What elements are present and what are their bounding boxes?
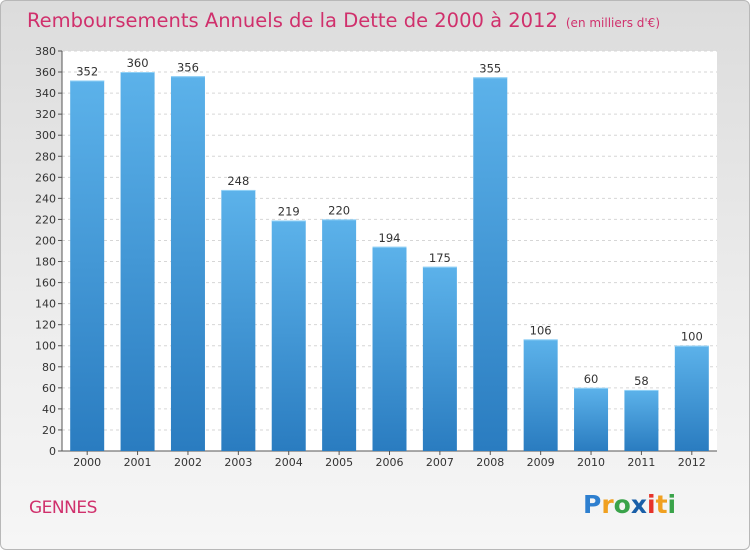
unit-label: (en milliers d'€) xyxy=(565,16,660,30)
bar xyxy=(271,220,306,451)
logo-letter: x xyxy=(630,490,647,519)
y-tick-label: 320 xyxy=(35,108,56,121)
y-tick-label: 120 xyxy=(35,319,56,332)
y-tick-label: 220 xyxy=(35,213,56,226)
y-tick-label: 160 xyxy=(35,277,56,290)
x-tick-label: 2003 xyxy=(224,456,252,469)
commune-name: GENNES xyxy=(29,498,97,518)
y-tick-label: 360 xyxy=(35,66,56,79)
bar xyxy=(574,387,609,451)
logo-letter: t xyxy=(655,490,668,519)
y-tick-label: 300 xyxy=(35,129,56,142)
data-label: 355 xyxy=(479,61,501,75)
y-tick-label: 100 xyxy=(35,340,56,353)
y-tick-label: 20 xyxy=(42,424,56,437)
proxiti-logo: Proxiti xyxy=(583,490,676,519)
x-tick-label: 2002 xyxy=(174,456,202,469)
title-text: Remboursements Annuels de la Dette de 20… xyxy=(27,9,558,32)
y-tick-label: 380 xyxy=(35,45,56,58)
bar xyxy=(473,77,508,451)
chart-title: Remboursements Annuels de la Dette de 20… xyxy=(27,9,660,32)
data-label: 360 xyxy=(127,56,149,70)
bar xyxy=(120,72,155,451)
bar xyxy=(70,80,105,451)
logo-letter: r xyxy=(601,490,614,519)
x-tick-label: 2004 xyxy=(275,456,303,469)
bar xyxy=(674,345,709,451)
y-tick-label: 340 xyxy=(35,87,56,100)
y-tick-label: 60 xyxy=(42,382,56,395)
y-tick-label: 260 xyxy=(35,171,56,184)
logo-letter: o xyxy=(613,490,631,519)
logo-letter: i xyxy=(647,490,656,519)
x-tick-label: 2001 xyxy=(124,456,152,469)
bar xyxy=(221,189,256,451)
y-tick-label: 0 xyxy=(49,445,56,458)
data-label: 194 xyxy=(379,231,401,245)
x-tick-label: 2012 xyxy=(678,456,706,469)
x-tick-label: 2011 xyxy=(627,456,655,469)
bar xyxy=(523,339,558,451)
x-tick-label: 2000 xyxy=(73,456,101,469)
data-label: 100 xyxy=(681,330,703,344)
data-label: 58 xyxy=(634,374,649,388)
x-tick-label: 2005 xyxy=(325,456,353,469)
x-tick-label: 2009 xyxy=(527,456,555,469)
bar xyxy=(322,219,357,451)
data-label: 248 xyxy=(227,174,249,188)
bar xyxy=(422,266,457,451)
data-label: 106 xyxy=(530,323,552,337)
y-tick-label: 180 xyxy=(35,256,56,269)
x-tick-label: 2008 xyxy=(476,456,504,469)
bar xyxy=(624,389,659,451)
y-tick-label: 200 xyxy=(35,234,56,247)
y-tick-label: 40 xyxy=(42,403,56,416)
data-label: 175 xyxy=(429,251,451,265)
data-label: 352 xyxy=(76,64,98,78)
logo-letter: i xyxy=(667,490,677,519)
x-tick-label: 2006 xyxy=(376,456,404,469)
bar xyxy=(372,246,407,451)
bar xyxy=(170,76,205,452)
y-tick-label: 240 xyxy=(35,192,56,205)
y-tick-label: 280 xyxy=(35,150,56,163)
y-tick-label: 140 xyxy=(35,298,56,311)
data-label: 356 xyxy=(177,60,199,74)
logo-letter: P xyxy=(583,490,602,519)
data-label: 220 xyxy=(328,203,350,217)
data-label: 219 xyxy=(278,204,300,218)
x-tick-label: 2007 xyxy=(426,456,454,469)
y-tick-label: 80 xyxy=(42,361,56,374)
x-tick-label: 2010 xyxy=(577,456,605,469)
data-label: 60 xyxy=(584,372,599,386)
